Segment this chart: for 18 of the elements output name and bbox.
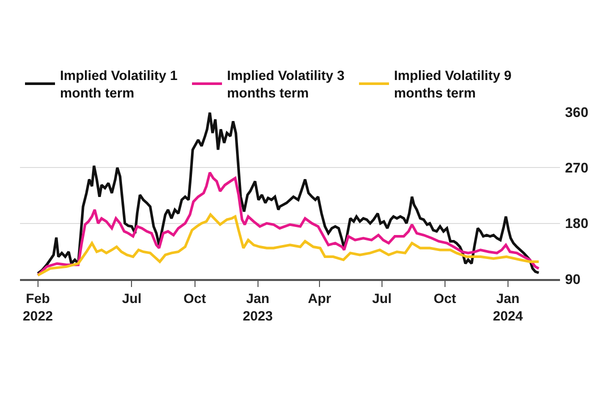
x-tick-label: Apr [308,290,332,306]
x-tick-label: Oct [434,290,457,306]
y-tick-label: 360 [565,104,589,120]
legend-label: Implied Volatility 3 months term [227,68,346,101]
legend-label: Implied Volatility 9 months term [394,68,512,101]
y-tick-label: 180 [565,215,589,232]
x-tick-label: Jul [372,290,392,306]
legend-label: Implied Volatility 1 month term [60,68,178,101]
line-series [36,213,540,277]
x-tick-label: Jul [122,290,142,306]
x-tick-label: Oct [183,290,206,306]
x-tick-label: Jan 2023 [242,290,274,324]
x-tick-label: Jan 2024 [492,290,524,324]
x-tick-label: Feb 2022 [22,290,53,324]
y-tick-label: 270 [565,160,589,176]
line-series [36,112,540,275]
y-tick-label: 90 [565,270,581,287]
line-series [36,171,540,277]
